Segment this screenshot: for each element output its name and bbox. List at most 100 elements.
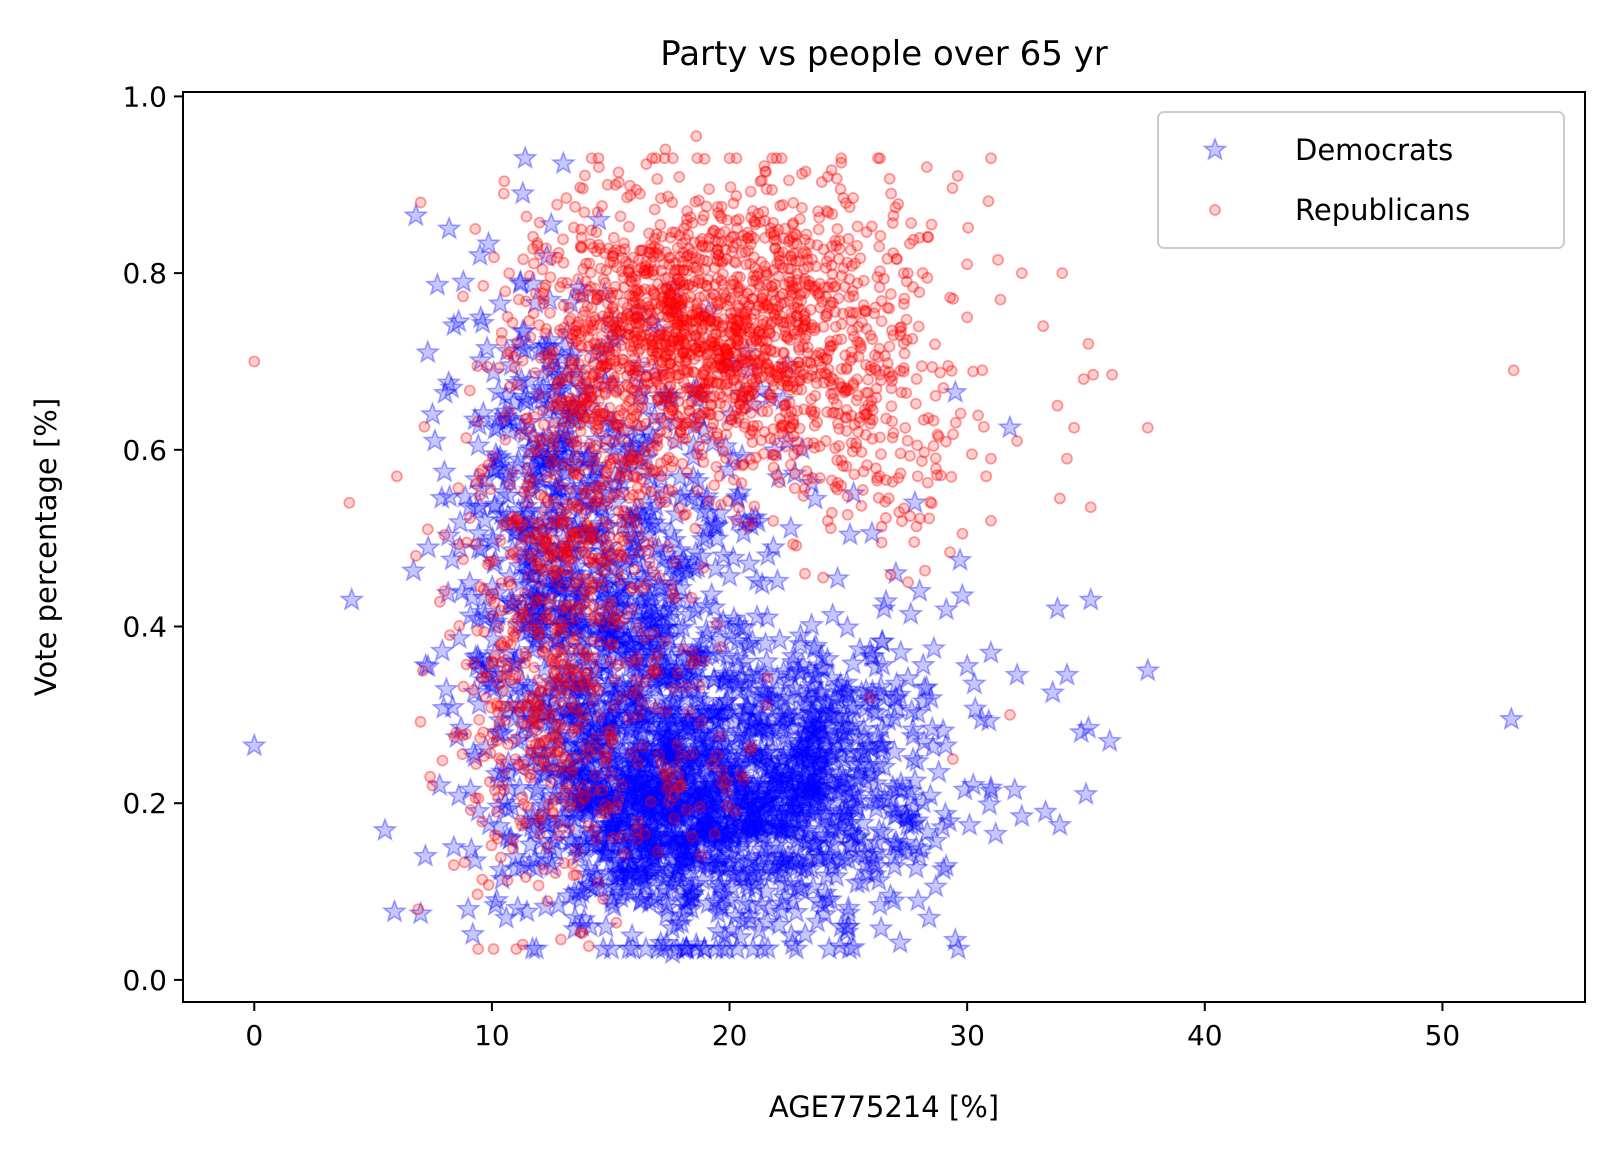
democrats-point xyxy=(619,790,645,815)
republicans-point xyxy=(703,183,715,195)
democrats-point xyxy=(620,748,646,773)
democrats-point xyxy=(689,707,715,732)
democrats-point xyxy=(684,703,711,728)
republicans-point xyxy=(586,500,599,513)
democrats-point xyxy=(699,819,726,844)
democrats-point xyxy=(605,791,631,816)
democrats-point xyxy=(734,781,760,806)
democrats-point xyxy=(704,816,731,841)
democrats-point xyxy=(779,782,805,807)
republicans-point xyxy=(749,218,762,231)
republicans-point xyxy=(554,423,566,436)
democrats-point xyxy=(742,856,768,881)
democrats-point xyxy=(702,853,728,878)
republicans-point xyxy=(596,200,608,212)
democrats-point xyxy=(883,796,909,821)
republicans-point xyxy=(822,206,835,219)
republicans-point xyxy=(622,220,635,233)
republicans-point xyxy=(523,315,535,327)
democrats-point xyxy=(731,703,757,728)
democrats-point xyxy=(641,836,668,861)
republicans-point xyxy=(590,226,603,239)
democrats-point xyxy=(562,799,588,824)
democrats-point xyxy=(571,740,597,765)
republicans-point xyxy=(727,473,740,486)
democrats-point xyxy=(705,852,731,877)
democrats-point xyxy=(587,796,614,821)
democrats-point xyxy=(680,822,706,847)
democrats-point xyxy=(711,770,738,795)
democrats-point xyxy=(667,805,694,830)
democrats-point xyxy=(719,806,745,831)
republicans-point xyxy=(871,271,884,283)
republicans-point xyxy=(858,304,871,317)
democrats-point xyxy=(693,787,719,813)
republicans-point xyxy=(538,293,550,306)
republicans-point xyxy=(517,253,530,266)
democrats-point xyxy=(777,871,803,896)
democrats-point xyxy=(632,855,658,880)
democrats-point xyxy=(519,718,545,743)
democrats-point xyxy=(778,800,805,825)
republicans-point xyxy=(640,158,653,170)
democrats-point xyxy=(772,762,799,787)
democrats-point xyxy=(525,683,551,708)
democrats-point xyxy=(734,871,760,896)
republicans-point xyxy=(523,570,536,583)
democrats-point xyxy=(651,708,677,733)
republicans-point xyxy=(537,418,550,431)
democrats-point xyxy=(763,811,789,836)
republicans-point xyxy=(689,421,702,434)
republicans-point xyxy=(579,547,591,560)
democrats-point xyxy=(660,691,686,716)
democrats-point xyxy=(707,826,733,851)
republicans-point xyxy=(856,316,868,329)
republicans-point xyxy=(493,362,505,374)
democrats-point xyxy=(860,788,886,813)
republicans-point xyxy=(782,262,795,275)
republicans-point xyxy=(556,276,569,289)
democrats-point xyxy=(784,826,811,851)
democrats-point xyxy=(726,786,752,811)
democrats-point xyxy=(813,758,839,783)
democrats-point xyxy=(693,820,720,845)
republicans-point xyxy=(900,334,913,346)
democrats-point xyxy=(803,830,830,855)
democrats-point xyxy=(657,740,683,765)
republicans-point xyxy=(608,374,620,387)
democrats-point xyxy=(680,881,706,906)
republicans-point xyxy=(572,273,585,285)
republicans-point xyxy=(584,266,597,279)
republicans-point xyxy=(826,340,839,352)
republicans-point xyxy=(511,336,524,349)
democrats-point xyxy=(828,760,855,785)
republicans-point xyxy=(797,490,810,502)
democrats-point xyxy=(829,712,856,737)
democrats-point xyxy=(677,759,704,784)
democrats-point xyxy=(674,842,700,867)
democrats-point xyxy=(703,728,730,753)
democrats-point xyxy=(707,822,734,847)
democrats-point xyxy=(705,790,732,815)
republicans-point xyxy=(499,653,512,666)
democrats-point xyxy=(692,772,718,797)
republicans-point xyxy=(633,546,646,558)
democrats-point xyxy=(667,792,694,817)
democrats-point xyxy=(616,675,642,700)
democrats-point xyxy=(705,718,731,743)
democrats-point xyxy=(710,730,736,755)
democrats-point xyxy=(663,659,690,684)
democrats-point xyxy=(674,825,701,850)
republicans-point xyxy=(488,251,500,264)
republicans-point xyxy=(778,232,790,245)
republicans-point xyxy=(524,331,537,344)
republicans-point xyxy=(921,476,934,489)
democrats-point xyxy=(696,817,722,842)
republicans-point xyxy=(812,223,825,236)
democrats-point xyxy=(565,712,592,737)
democrats-point xyxy=(537,847,563,872)
republicans-point xyxy=(574,241,587,254)
republicans-point xyxy=(624,179,636,192)
democrats-point xyxy=(691,794,717,819)
democrats-point xyxy=(517,831,544,856)
